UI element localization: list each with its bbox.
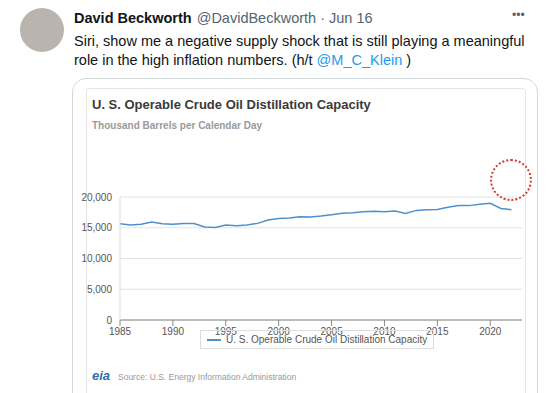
svg-text:2015: 2015 [426, 326, 449, 337]
svg-text:5,000: 5,000 [87, 284, 112, 295]
svg-text:1990: 1990 [162, 326, 185, 337]
svg-text:10,000: 10,000 [81, 253, 112, 264]
svg-text:20,000: 20,000 [81, 192, 112, 203]
svg-text:15,000: 15,000 [81, 222, 112, 233]
svg-text:2020: 2020 [479, 326, 502, 337]
svg-text:0: 0 [106, 315, 112, 326]
svg-text:1985: 1985 [109, 326, 132, 337]
